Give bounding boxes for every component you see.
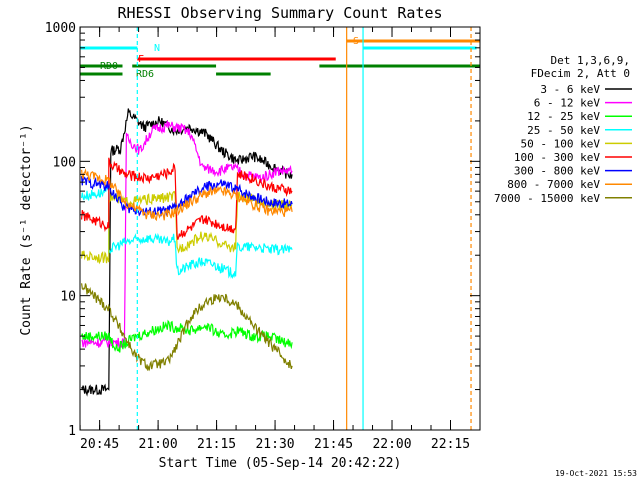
legend-label-7000-15000-kev: 7000 - 15000 keV <box>494 192 600 205</box>
axes: 20:45 21:00 21:15 21:30 21:45 22:00 22:15 1 10 10… <box>45 21 480 452</box>
series-line-7000-15000-kev <box>81 283 293 372</box>
y-axis-label: Count Rate (s⁻¹ detector⁻¹) <box>19 124 34 335</box>
y-tick-label: 100 <box>53 155 76 170</box>
series-line-800-7000-kev <box>81 168 293 222</box>
flag-label-f: F <box>138 54 144 65</box>
x-tick-label: 22:00 <box>372 437 411 452</box>
x-tick-label: 21:45 <box>314 437 353 452</box>
flag-label-n: N <box>154 43 160 54</box>
legend-label-800-7000-kev: 800 - 7000 keV <box>507 178 600 191</box>
y-tick-label: 1000 <box>45 21 76 36</box>
x-tick-label: 21:30 <box>255 437 294 452</box>
series-line-100-300-kev <box>81 157 293 240</box>
flag-label-s: S <box>353 36 359 47</box>
legend-header-line: FDecim 2, Att 0 <box>531 67 630 80</box>
vertical-markers <box>136 27 472 430</box>
legend-label-6-12-kev: 6 - 12 keV <box>534 97 601 110</box>
series-line-3-6-kev <box>81 108 293 397</box>
x-tick-label: 21:15 <box>197 437 236 452</box>
flag-label-rd0: RD0 <box>100 61 118 72</box>
legend-label-25-50-kev: 25 - 50 keV <box>527 124 600 137</box>
y-tick-label: 10 <box>60 290 76 305</box>
legend-label-12-25-kev: 12 - 25 keV <box>527 110 600 123</box>
legend-label-50-100-kev: 50 - 100 keV <box>521 137 601 150</box>
chart-title: RHESSI Observing Summary Count Rates <box>117 4 442 22</box>
legend-label-300-800-kev: 300 - 800 keV <box>514 165 600 178</box>
series-line-25-50-kev <box>81 185 293 280</box>
legend-header-line: Det 1,3,6,9, <box>551 54 630 67</box>
plot-frame <box>79 26 481 431</box>
series-lines <box>81 108 293 397</box>
x-tick-label: 20:45 <box>80 437 119 452</box>
x-axis-label: Start Time (05-Sep-14 20:42:22) <box>159 456 402 471</box>
legend-label-3-6-kev: 3 - 6 keV <box>540 83 600 96</box>
series-line-6-12-kev <box>81 120 293 349</box>
timestamp: 19-Oct-2021 15:53 <box>555 469 637 478</box>
x-tick-label: 22:15 <box>431 437 470 452</box>
x-tick-label: 21:00 <box>139 437 178 452</box>
legend-label-100-300-kev: 100 - 300 keV <box>514 151 600 164</box>
flag-label-rd6: RD6 <box>136 69 154 80</box>
y-tick-label: 1 <box>68 424 76 439</box>
